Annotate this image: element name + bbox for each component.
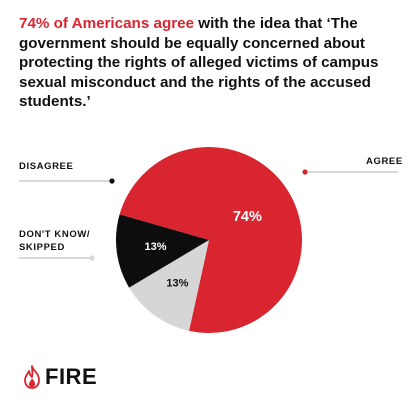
slice-dont-know: [129, 240, 209, 331]
slice-agree: [119, 147, 302, 333]
value-label-dont-know: 13%: [166, 278, 188, 290]
chart-title: 74% of Americans agree with the idea tha…: [19, 14, 404, 112]
legend-label-disagree: DISAGREE: [19, 161, 74, 172]
leader-agree: [302, 169, 398, 175]
legend-label-dont-know: DON'T KNOW/ SKIPPED: [19, 229, 91, 253]
flame-icon: [24, 365, 40, 389]
headline-text: with the idea that ‘The government shoul…: [19, 15, 379, 110]
brand-logo: FIRE: [22, 364, 97, 390]
leader-dont-know: [19, 255, 95, 261]
leader-disagree: [19, 178, 115, 184]
legend-label-agree: AGREE: [366, 156, 403, 167]
value-label-disagree: 13%: [144, 241, 166, 253]
brand-name: FIRE: [45, 364, 98, 389]
value-label-agree: 74%: [233, 209, 262, 225]
headline-highlight: 74% of Americans agree: [19, 15, 195, 32]
slice-disagree: [115, 214, 209, 288]
